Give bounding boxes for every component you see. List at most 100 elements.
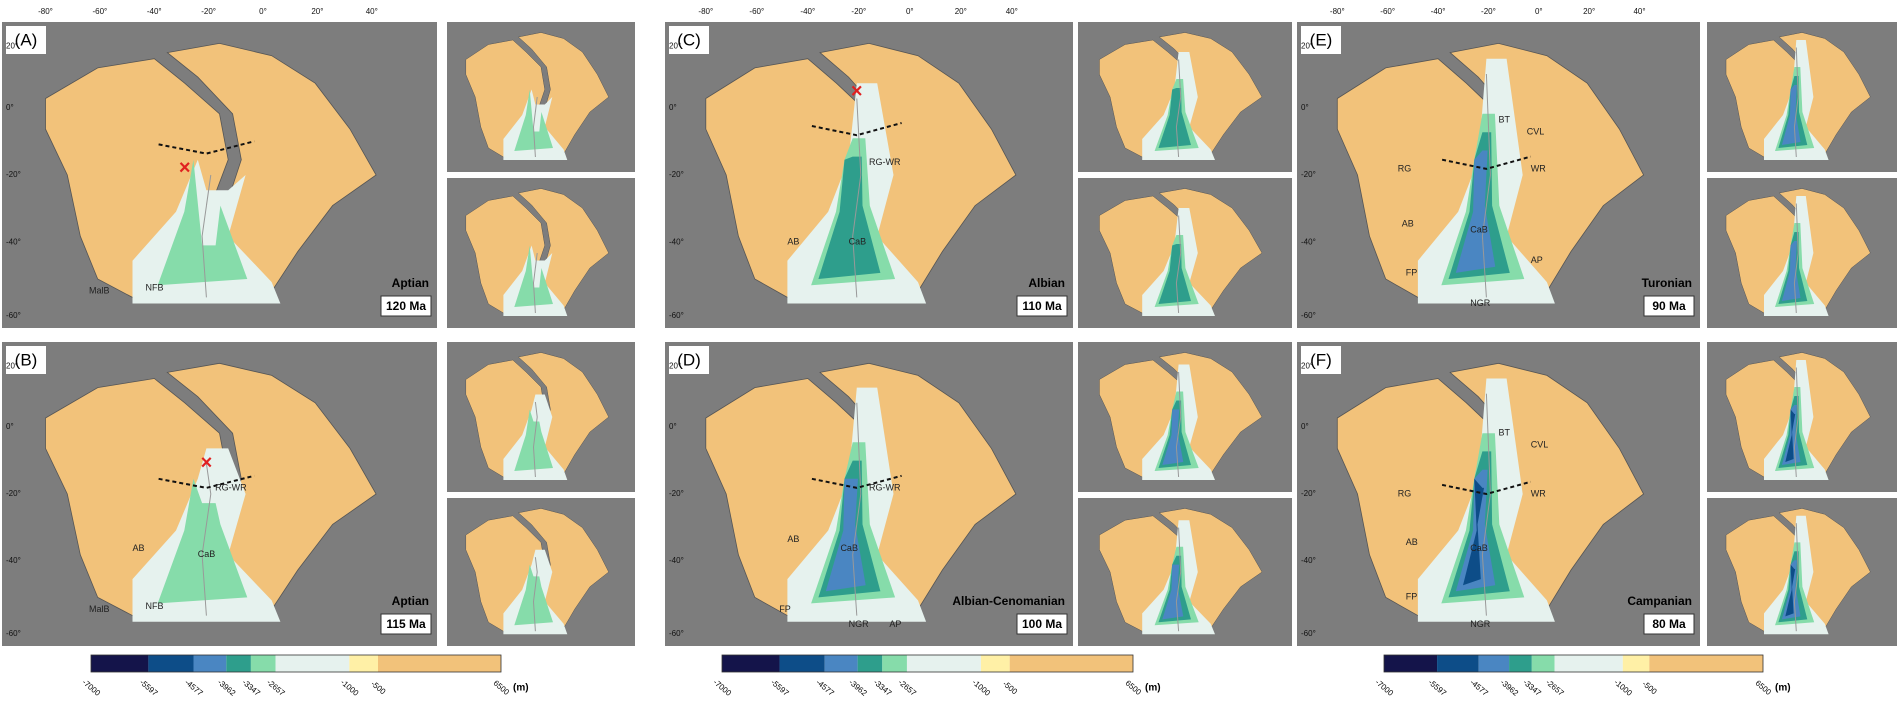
map-label: BT bbox=[1499, 114, 1511, 124]
map-label: AP bbox=[1531, 255, 1543, 265]
latitude-tick-label: 20° bbox=[669, 361, 681, 370]
panel: (E)Turonian90 MaBTCVLRGWRABCaBFPAPNGR20°… bbox=[1297, 7, 1897, 328]
map-label: AB bbox=[133, 543, 145, 553]
colorbar-segment bbox=[1532, 655, 1555, 672]
longitude-tick-label: -60° bbox=[92, 7, 107, 16]
latitude-tick-label: 20° bbox=[1301, 361, 1313, 370]
colorbar-segment bbox=[1437, 655, 1479, 672]
colorbar-segment bbox=[226, 655, 251, 672]
longitude-tick-label: 20° bbox=[1583, 7, 1595, 16]
map-label: MalB bbox=[89, 604, 110, 614]
longitude-tick-label: -20° bbox=[1481, 7, 1496, 16]
map-label: RG-WR bbox=[215, 482, 247, 492]
stage-name: Aptian bbox=[392, 594, 429, 608]
latitude-tick-label: -60° bbox=[6, 629, 21, 638]
latitude-tick-label: 0° bbox=[669, 422, 677, 431]
map-label: WR bbox=[1531, 488, 1546, 498]
longitude-tick-label: -40° bbox=[147, 7, 162, 16]
longitude-tick-label: -20° bbox=[201, 7, 216, 16]
map-label: NGR bbox=[1470, 619, 1491, 629]
colorbar-segment bbox=[194, 655, 227, 672]
latitude-tick-label: -60° bbox=[6, 311, 21, 320]
colorbar-segment bbox=[825, 655, 858, 672]
colorbar-segment bbox=[882, 655, 907, 672]
colorbar-segment bbox=[91, 655, 148, 672]
age: 115 Ma bbox=[386, 617, 426, 631]
panel-label: (F) bbox=[1310, 350, 1332, 369]
latitude-tick-label: 20° bbox=[669, 42, 681, 51]
latitude-tick-label: 0° bbox=[669, 103, 677, 112]
age: 100 Ma bbox=[1022, 617, 1062, 631]
colorbar-segment bbox=[349, 655, 378, 672]
longitude-tick-label: -80° bbox=[38, 7, 53, 16]
longitude-tick-label: -60° bbox=[1380, 7, 1395, 16]
map-label: AB bbox=[1402, 218, 1414, 228]
colorbar-segment bbox=[780, 655, 825, 672]
map-label: NGR bbox=[1470, 298, 1491, 308]
stage-name: Aptian bbox=[392, 276, 429, 290]
latitude-tick-label: 0° bbox=[6, 422, 14, 431]
longitude-tick-label: 0° bbox=[1535, 7, 1543, 16]
rift-tip-marker: × bbox=[201, 452, 213, 474]
colorbar-segment bbox=[1010, 655, 1133, 672]
latitude-tick-label: -40° bbox=[669, 556, 684, 565]
map-label: AB bbox=[1406, 537, 1418, 547]
figure: ×(A)Aptian120 MaNFBMalB20°0°-20°-40°-60°… bbox=[0, 0, 1903, 702]
latitude-tick-label: 20° bbox=[1301, 42, 1313, 51]
longitude-tick-label: -60° bbox=[749, 7, 764, 16]
latitude-tick-label: -40° bbox=[6, 556, 21, 565]
latitude-tick-label: -40° bbox=[1301, 237, 1316, 246]
longitude-tick-label: -40° bbox=[800, 7, 815, 16]
latitude-tick-label: -40° bbox=[1301, 556, 1316, 565]
latitude-tick-label: -60° bbox=[669, 311, 684, 320]
stage-name: Albian bbox=[1028, 276, 1065, 290]
latitude-tick-label: -60° bbox=[1301, 311, 1316, 320]
latitude-tick-label: -20° bbox=[6, 170, 21, 179]
colorbar-segment bbox=[276, 655, 350, 672]
colorbar-segment bbox=[1509, 655, 1532, 672]
latitude-tick-label: 20° bbox=[6, 42, 18, 51]
latitude-tick-label: -40° bbox=[6, 237, 21, 246]
colorbar-segment bbox=[1555, 655, 1623, 672]
colorbar-unit: (m) bbox=[513, 683, 529, 694]
latitude-tick-label: -40° bbox=[669, 237, 684, 246]
rift-tip-marker: × bbox=[179, 157, 191, 179]
colorbar-unit: (m) bbox=[1775, 683, 1791, 694]
longitude-tick-label: -80° bbox=[1330, 7, 1345, 16]
colorbar-segment bbox=[907, 655, 981, 672]
stage-name: Campanian bbox=[1627, 594, 1692, 608]
latitude-tick-label: -60° bbox=[1301, 629, 1316, 638]
longitude-tick-label: 20° bbox=[955, 7, 967, 16]
latitude-tick-label: 0° bbox=[6, 103, 14, 112]
longitude-tick-label: 20° bbox=[311, 7, 323, 16]
age: 120 Ma bbox=[386, 299, 426, 313]
stage-name: Turonian bbox=[1642, 276, 1692, 290]
map-label: CaB bbox=[840, 543, 858, 553]
map-label: CaB bbox=[1470, 224, 1488, 234]
colorbar-segment bbox=[251, 655, 276, 672]
map-label: NFB bbox=[146, 601, 164, 611]
map-label: BT bbox=[1499, 428, 1511, 438]
map-label: RG bbox=[1398, 163, 1412, 173]
map-label: MalB bbox=[89, 286, 110, 296]
longitude-tick-label: -20° bbox=[851, 7, 866, 16]
colorbar-segment bbox=[1649, 655, 1763, 672]
map-label: NGR bbox=[849, 619, 870, 629]
latitude-tick-label: 0° bbox=[1301, 103, 1309, 112]
longitude-tick-label: -40° bbox=[1431, 7, 1446, 16]
colorbar-segment bbox=[148, 655, 193, 672]
colorbar-segment bbox=[1623, 655, 1650, 672]
latitude-tick-label: -20° bbox=[669, 489, 684, 498]
map-label: RG bbox=[1398, 488, 1412, 498]
latitude-tick-label: 20° bbox=[6, 361, 18, 370]
map-label: RG-WR bbox=[869, 157, 901, 167]
map-label: AP bbox=[889, 619, 901, 629]
map-label: WR bbox=[1531, 163, 1546, 173]
latitude-tick-label: -20° bbox=[669, 170, 684, 179]
map-label: RG-WR bbox=[869, 482, 901, 492]
longitude-tick-label: 40° bbox=[366, 7, 378, 16]
age: 90 Ma bbox=[1652, 299, 1686, 313]
latitude-tick-label: -20° bbox=[1301, 170, 1316, 179]
